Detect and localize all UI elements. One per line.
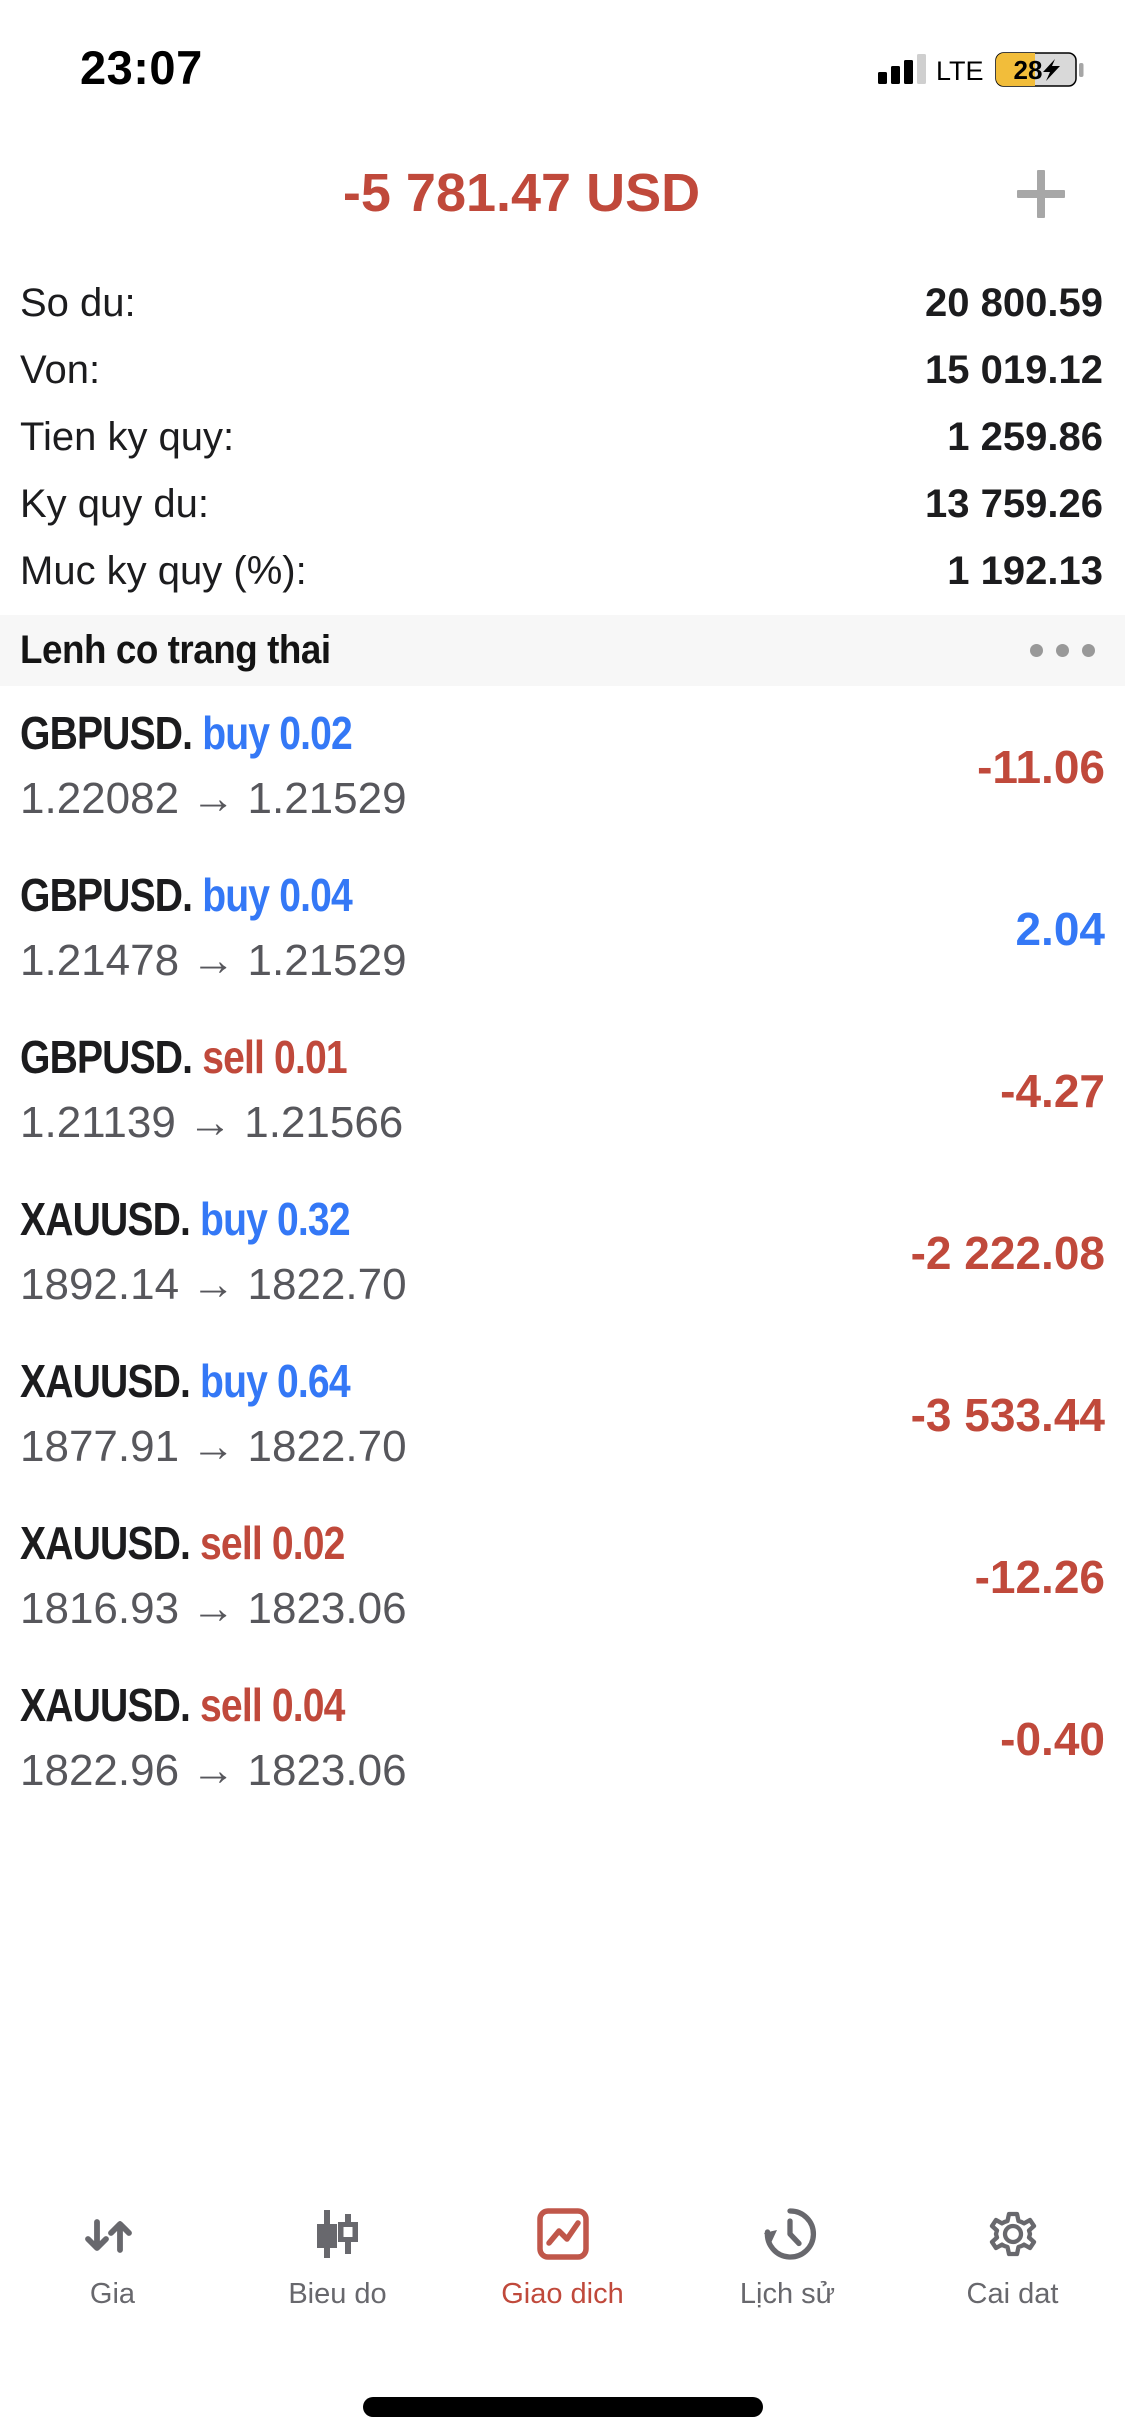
- svg-text:LTE: LTE: [936, 56, 984, 86]
- svg-text:28: 28: [1014, 55, 1043, 85]
